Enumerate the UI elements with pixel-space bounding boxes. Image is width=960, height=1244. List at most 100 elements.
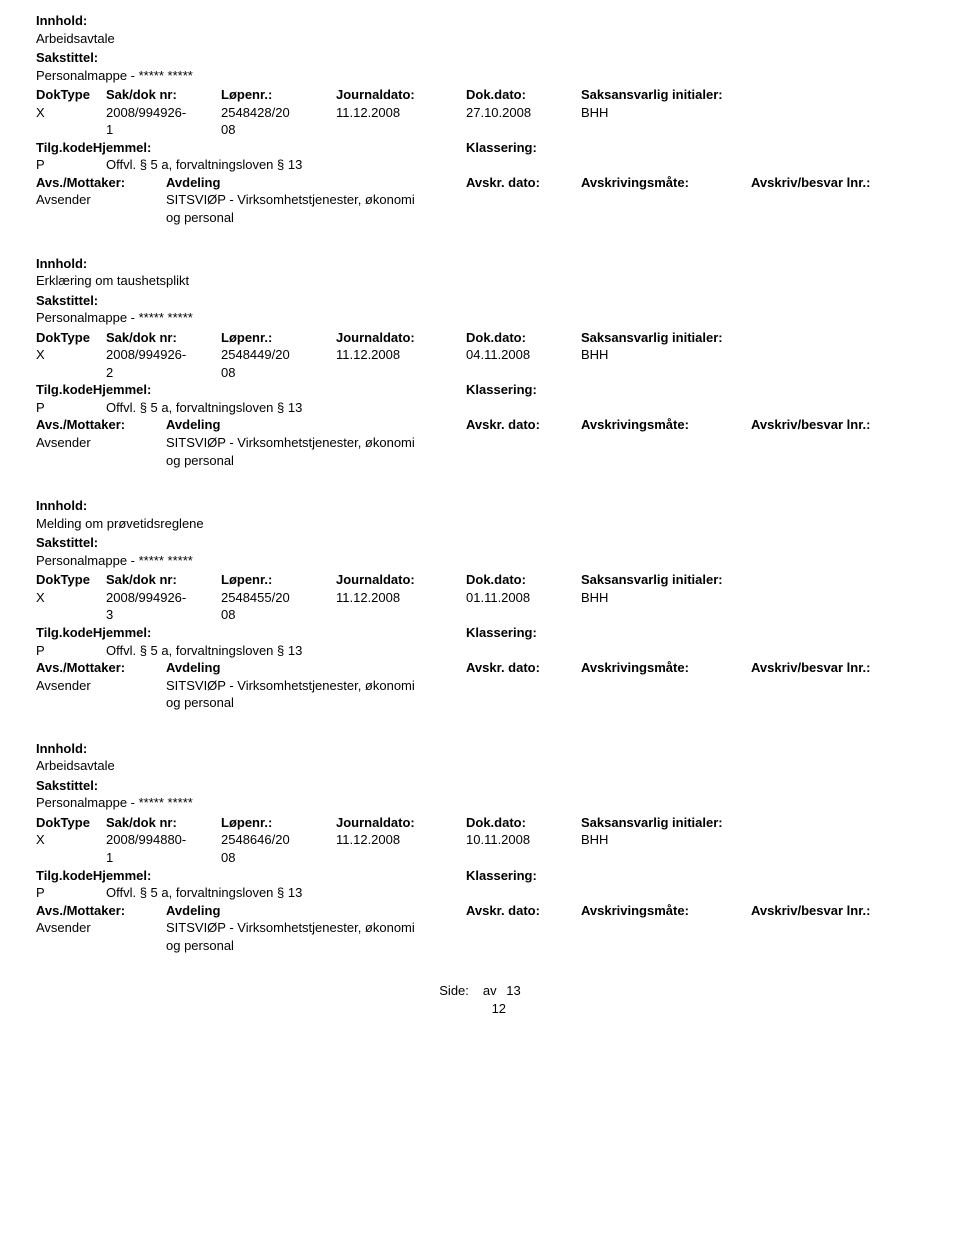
hdr-journaldato: Journaldato: — [336, 86, 466, 104]
hdr-dokdato: Dok.dato: — [466, 329, 581, 347]
avdeling-label: Avdeling — [166, 659, 466, 677]
val-jdato: 11.12.2008 — [336, 346, 466, 364]
innhold-value: Erklæring om taushetsplikt — [36, 272, 924, 290]
hdr-saksansvarlig: Saksansvarlig initialer: — [581, 86, 924, 104]
hdr-sakdoknr: Sak/dok nr: — [106, 571, 221, 589]
sender-line2: og personal — [166, 452, 924, 470]
val-sakdok2: 1 — [106, 121, 221, 139]
avskrdato-label: Avskr. dato: — [466, 659, 581, 677]
sender-line2: og personal — [166, 937, 924, 955]
footer-side-label: Side: — [439, 982, 469, 1000]
hdr-doktype: DokType — [36, 814, 106, 832]
hdr-journaldato: Journaldato: — [336, 329, 466, 347]
avskrdato-label: Avskr. dato: — [466, 902, 581, 920]
innhold-label: Innhold: — [36, 740, 924, 758]
klassering-label: Klassering: — [466, 139, 924, 157]
footer-av-label: av — [483, 983, 497, 998]
avsender-label: Avsender — [36, 434, 166, 452]
innhold-label: Innhold: — [36, 255, 924, 273]
sender-line2: og personal — [166, 694, 924, 712]
avskrdato-label: Avskr. dato: — [466, 416, 581, 434]
klassering-label: Klassering: — [466, 624, 924, 642]
val-sakdok1: 2008/994926- — [106, 346, 221, 364]
sakstittel-label: Sakstittel: — [36, 292, 924, 310]
val-jdato: 11.12.2008 — [336, 104, 466, 122]
hdr-lopenr: Løpenr.: — [221, 329, 336, 347]
innhold-label: Innhold: — [36, 12, 924, 30]
tilgkodehjemmel-label: Tilg.kodeHjemmel: — [36, 867, 466, 885]
journal-record: Innhold: Arbeidsavtale Sakstittel: Perso… — [36, 740, 924, 955]
hdr-dokdato: Dok.dato: — [466, 571, 581, 589]
avskrivlnr-label: Avskriv/besvar lnr.: — [751, 902, 924, 920]
hdr-journaldato: Journaldato: — [336, 814, 466, 832]
avsmottaker-label: Avs./Mottaker: — [36, 174, 166, 192]
val-sakdok1: 2008/994880- — [106, 831, 221, 849]
journal-record: Innhold: Erklæring om taushetsplikt Saks… — [36, 255, 924, 470]
klassering-label: Klassering: — [466, 867, 924, 885]
val-sakdok1: 2008/994926- — [106, 104, 221, 122]
innhold-value: Melding om prøvetidsreglene — [36, 515, 924, 533]
val-lopenr2: 08 — [221, 606, 336, 624]
hdr-sakdoknr: Sak/dok nr: — [106, 86, 221, 104]
val-sakdok2: 2 — [106, 364, 221, 382]
val-doktype: X — [36, 589, 106, 607]
hdr-saksansvarlig: Saksansvarlig initialer: — [581, 814, 924, 832]
avdeling-label: Avdeling — [166, 416, 466, 434]
sender-line1: SITSVIØP - Virksomhetstjenester, økonomi — [166, 191, 924, 209]
avskrivlnr-label: Avskriv/besvar lnr.: — [751, 659, 924, 677]
footer-total: 13 — [506, 983, 520, 998]
avskrivlnr-label: Avskriv/besvar lnr.: — [751, 174, 924, 192]
innhold-value: Arbeidsavtale — [36, 757, 924, 775]
avskrivmate-label: Avskrivingsmåte: — [581, 416, 751, 434]
tilgkodehjemmel-label: Tilg.kodeHjemmel: — [36, 624, 466, 642]
sender-line2: og personal — [166, 209, 924, 227]
val-jdato: 11.12.2008 — [336, 589, 466, 607]
val-ddato: 04.11.2008 — [466, 346, 581, 364]
hdr-sakdoknr: Sak/dok nr: — [106, 814, 221, 832]
innhold-label: Innhold: — [36, 497, 924, 515]
avsmottaker-label: Avs./Mottaker: — [36, 659, 166, 677]
val-lopenr2: 08 — [221, 849, 336, 867]
hdr-sakdoknr: Sak/dok nr: — [106, 329, 221, 347]
val-lopenr1: 2548449/20 — [221, 346, 336, 364]
hdr-dokdato: Dok.dato: — [466, 814, 581, 832]
sakstittel-value: Personalmappe - ***** ***** — [36, 552, 924, 570]
sender-line1: SITSVIØP - Virksomhetstjenester, økonomi — [166, 677, 924, 695]
avdeling-label: Avdeling — [166, 902, 466, 920]
tilg-text: Offvl. § 5 a, forvaltningsloven § 13 — [106, 642, 924, 660]
val-sakdok2: 3 — [106, 606, 221, 624]
sakstittel-value: Personalmappe - ***** ***** — [36, 309, 924, 327]
hdr-saksansvarlig: Saksansvarlig initialer: — [581, 329, 924, 347]
val-saks: BHH — [581, 589, 924, 607]
hdr-doktype: DokType — [36, 86, 106, 104]
sender-line1: SITSVIØP - Virksomhetstjenester, økonomi — [166, 434, 924, 452]
val-ddato: 01.11.2008 — [466, 589, 581, 607]
val-saks: BHH — [581, 831, 924, 849]
val-ddato: 27.10.2008 — [466, 104, 581, 122]
journal-record: Innhold: Melding om prøvetidsreglene Sak… — [36, 497, 924, 712]
sakstittel-label: Sakstittel: — [36, 777, 924, 795]
val-jdato: 11.12.2008 — [336, 831, 466, 849]
sakstittel-value: Personalmappe - ***** ***** — [36, 67, 924, 85]
hdr-journaldato: Journaldato: — [336, 571, 466, 589]
tilg-p: P — [36, 399, 106, 417]
hdr-dokdato: Dok.dato: — [466, 86, 581, 104]
avsender-label: Avsender — [36, 191, 166, 209]
avsmottaker-label: Avs./Mottaker: — [36, 416, 166, 434]
tilg-p: P — [36, 884, 106, 902]
avsmottaker-label: Avs./Mottaker: — [36, 902, 166, 920]
val-saks: BHH — [581, 104, 924, 122]
val-saks: BHH — [581, 346, 924, 364]
hdr-lopenr: Løpenr.: — [221, 571, 336, 589]
klassering-label: Klassering: — [466, 381, 924, 399]
sakstittel-label: Sakstittel: — [36, 49, 924, 67]
avskrivmate-label: Avskrivingsmåte: — [581, 902, 751, 920]
avskrivmate-label: Avskrivingsmåte: — [581, 174, 751, 192]
val-doktype: X — [36, 831, 106, 849]
avsender-label: Avsender — [36, 677, 166, 695]
hdr-doktype: DokType — [36, 571, 106, 589]
sender-line1: SITSVIØP - Virksomhetstjenester, økonomi — [166, 919, 924, 937]
tilgkodehjemmel-label: Tilg.kodeHjemmel: — [36, 139, 466, 157]
tilg-text: Offvl. § 5 a, forvaltningsloven § 13 — [106, 884, 924, 902]
tilgkodehjemmel-label: Tilg.kodeHjemmel: — [36, 381, 466, 399]
